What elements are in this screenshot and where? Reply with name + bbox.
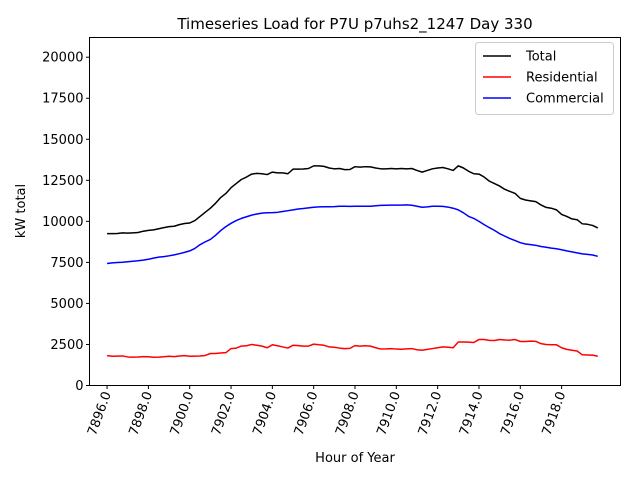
- series-line-commercial: [106, 204, 598, 265]
- legend-label-residential: Residential: [526, 71, 598, 86]
- y-tick-label: 7500: [50, 256, 83, 271]
- x-axis-label: Hour of Year: [315, 451, 395, 466]
- y-tick-label: 20000: [42, 51, 83, 66]
- y-tick-label: 12500: [42, 174, 83, 189]
- y-tick-label: 5000: [50, 297, 83, 312]
- legend: Total Residential Commercial: [475, 42, 614, 115]
- y-tick-label: 2500: [50, 338, 83, 353]
- legend-label-total: Total: [525, 50, 556, 65]
- chart-title: Timeseries Load for P7U p7uhs2_1247 Day …: [176, 15, 532, 34]
- y-tick-label: 15000: [42, 133, 83, 148]
- plot-frame: [89, 37, 621, 386]
- series-layer: [106, 165, 599, 359]
- series-line-total: [107, 165, 599, 235]
- y-axis-label: kW total: [14, 184, 29, 238]
- series-line-residential: [106, 338, 598, 359]
- legend-label-commercial: Commercial: [526, 92, 604, 107]
- legend-box: [475, 42, 614, 115]
- y-tick-label: 17500: [42, 92, 83, 107]
- y-tick-label: 0: [75, 379, 83, 394]
- y-tick-label: 10000: [42, 215, 83, 230]
